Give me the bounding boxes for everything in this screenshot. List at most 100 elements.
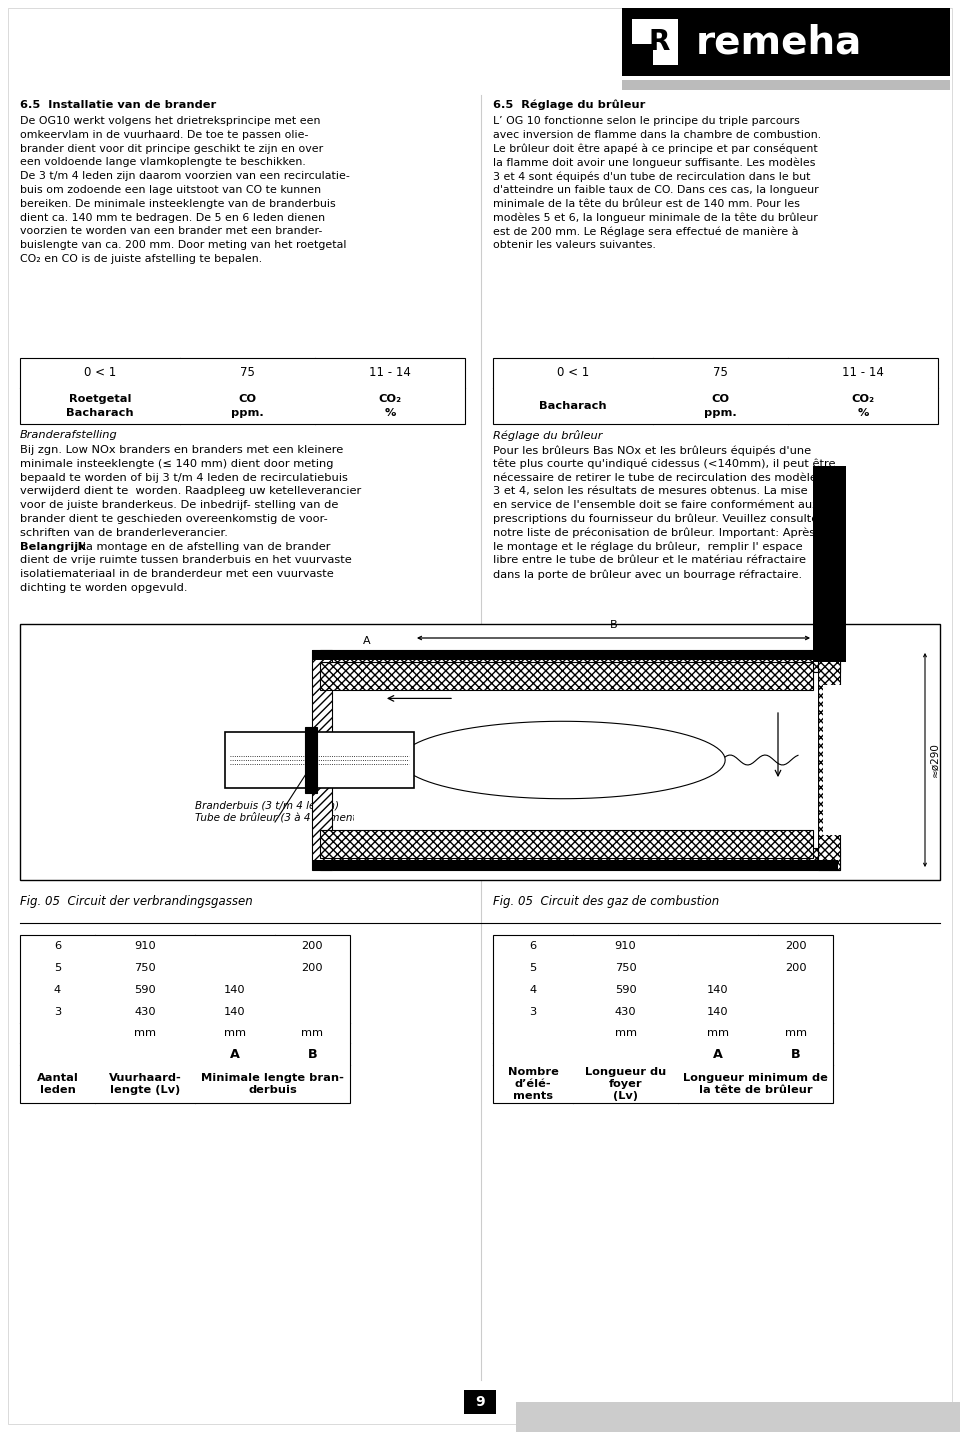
Text: omkeervlam in de vuurhaard. De toe te passen olie-: omkeervlam in de vuurhaard. De toe te pa… (20, 130, 308, 140)
Text: buislengte van ca. 200 mm. Door meting van het roetgetal: buislengte van ca. 200 mm. Door meting v… (20, 241, 347, 251)
Text: Belangrijk: Belangrijk (20, 541, 85, 551)
Text: 910: 910 (134, 941, 156, 951)
Text: mm: mm (784, 1028, 806, 1038)
Text: est de 200 mm. Le Réglage sera effectué de manière à: est de 200 mm. Le Réglage sera effectué … (493, 226, 799, 236)
Text: De OG10 werkt volgens het drietreksprincipe met een: De OG10 werkt volgens het drietreksprinc… (20, 116, 321, 126)
Bar (320, 662, 813, 690)
Bar (823, 684, 846, 835)
Text: Branderafstelling: Branderafstelling (20, 430, 118, 440)
Text: Le brûleur doit être apapé à ce principe et par conséquent: Le brûleur doit être apapé à ce principe… (493, 143, 818, 155)
Text: d'atteindre un faible taux de CO. Dans ces cas, la longueur: d'atteindre un faible taux de CO. Dans c… (493, 185, 819, 195)
Bar (516, 1402, 960, 1432)
Text: tête plus courte qu'indiqué cidessus (<140mm), il peut être: tête plus courte qu'indiqué cidessus (<1… (493, 458, 835, 470)
Text: prescriptions du fournisseur du brûleur. Veuillez consulter: prescriptions du fournisseur du brûleur.… (493, 514, 823, 524)
Text: 11 - 14: 11 - 14 (842, 367, 884, 379)
Text: Aantal
leden: Aantal leden (36, 1073, 79, 1095)
Text: Pour les brûleurs Bas NOx et les brûleurs équipés d'une: Pour les brûleurs Bas NOx et les brûleur… (493, 445, 811, 455)
Text: A: A (230, 1047, 240, 1061)
Bar (20, 935, 350, 1103)
Text: Longueur du
foyer
(Lv): Longueur du foyer (Lv) (585, 1067, 666, 1101)
Text: 95: 95 (361, 838, 374, 848)
Bar (312, 650, 838, 660)
Text: 140: 140 (225, 985, 246, 995)
Bar (320, 831, 813, 858)
Text: buis om zodoende een lage uitstoot van CO te kunnen: buis om zodoende een lage uitstoot van C… (20, 185, 322, 195)
Text: mm: mm (707, 1028, 729, 1038)
Text: nécessaire de retirer le tube de recirculation des modèles: nécessaire de retirer le tube de recircu… (493, 473, 823, 483)
Text: Vuurhaard-
lengte (Lv): Vuurhaard- lengte (Lv) (108, 1073, 181, 1095)
Text: 3 et 4, selon les résultats de mesures obtenus. La mise: 3 et 4, selon les résultats de mesures o… (493, 487, 807, 497)
Text: 590: 590 (134, 985, 156, 995)
Text: 9: 9 (475, 1395, 485, 1409)
Bar (305, 727, 317, 793)
Text: 200: 200 (301, 941, 324, 951)
Text: A: A (713, 1047, 723, 1061)
Text: avec inversion de flamme dans la chambre de combustion.: avec inversion de flamme dans la chambre… (493, 130, 821, 140)
Bar (320, 650, 840, 672)
Text: Bij zgn. Low NOx branders en branders met een kleinere: Bij zgn. Low NOx branders en branders me… (20, 445, 344, 455)
Text: CO₂
%: CO₂ % (378, 394, 401, 418)
Text: obtenir les valeurs suivantes.: obtenir les valeurs suivantes. (493, 241, 656, 251)
Bar (813, 465, 846, 662)
Text: 4: 4 (529, 985, 537, 995)
Bar (632, 44, 653, 64)
Text: mm: mm (301, 1028, 324, 1038)
Text: CO
ppm.: CO ppm. (704, 394, 737, 418)
Text: B: B (308, 1047, 318, 1061)
Text: Roetgetal
Bacharach: Roetgetal Bacharach (66, 394, 133, 418)
Text: 6.5  Réglage du brûleur: 6.5 Réglage du brûleur (493, 100, 645, 110)
Text: bepaald te worden of bij 3 t/m 4 leden de recirculatiebuis: bepaald te worden of bij 3 t/m 4 leden d… (20, 473, 348, 483)
Text: mm: mm (224, 1028, 246, 1038)
Text: libre entre le tube de brûleur et le matériau réfractaire: libre entre le tube de brûleur et le mat… (493, 556, 806, 566)
Bar (20, 358, 465, 424)
Text: ≈ø290: ≈ø290 (930, 743, 940, 778)
Text: Fig. 05  Circuit der verbrandingsgassen: Fig. 05 Circuit der verbrandingsgassen (20, 895, 252, 908)
Text: ø100: ø100 (248, 748, 258, 773)
Bar (464, 1390, 496, 1413)
Text: een voldoende lange vlamkoplengte te beschikken.: een voldoende lange vlamkoplengte te bes… (20, 158, 305, 168)
Text: R: R (649, 29, 670, 56)
Text: 75: 75 (713, 367, 728, 379)
Text: 910: 910 (614, 941, 636, 951)
Text: 0 < 1: 0 < 1 (557, 367, 589, 379)
Text: 140: 140 (708, 985, 729, 995)
Text: 6.5  Installatie van de brander: 6.5 Installatie van de brander (20, 100, 216, 110)
Text: 4: 4 (54, 985, 61, 995)
Text: dient de vrije ruimte tussen branderbuis en het vuurvaste: dient de vrije ruimte tussen branderbuis… (20, 556, 351, 566)
Text: mm: mm (614, 1028, 636, 1038)
Text: voorzien te worden van een brander met een brander-: voorzien te worden van een brander met e… (20, 226, 323, 236)
Text: CO
ppm.: CO ppm. (231, 394, 264, 418)
Text: minimale de la tête du brûleur est de 140 mm. Pour les: minimale de la tête du brûleur est de 14… (493, 199, 800, 209)
Text: Minimale lengte bran-
derbuis: Minimale lengte bran- derbuis (201, 1073, 344, 1095)
Text: notre liste de préconisation de brûleur. Important: Après: notre liste de préconisation de brûleur.… (493, 528, 815, 538)
Text: 6: 6 (54, 941, 61, 951)
Text: A: A (363, 636, 371, 646)
Text: 200: 200 (301, 962, 324, 972)
Text: L’ OG 10 fonctionne selon le principe du triple parcours: L’ OG 10 fonctionne selon le principe du… (493, 116, 800, 126)
Text: en service de l'ensemble doit se faire conformément aux: en service de l'ensemble doit se faire c… (493, 500, 819, 510)
Text: 75: 75 (240, 367, 255, 379)
Text: brander dient te geschieden overeenkomstig de voor-: brander dient te geschieden overeenkomst… (20, 514, 327, 524)
Text: mm: mm (134, 1028, 156, 1038)
Text: 140: 140 (708, 1007, 729, 1017)
Text: 3: 3 (529, 1007, 537, 1017)
Text: la flamme doit avoir une longueur suffisante. Les modèles: la flamme doit avoir une longueur suffis… (493, 158, 815, 168)
Text: 6: 6 (529, 941, 537, 951)
Text: modèles 5 et 6, la longueur minimale de la tête du brûleur: modèles 5 et 6, la longueur minimale de … (493, 212, 818, 223)
Text: 200: 200 (784, 962, 806, 972)
Text: voor de juiste branderkeus. De inbedrijf- stelling van de: voor de juiste branderkeus. De inbedrijf… (20, 500, 338, 510)
Bar (622, 9, 950, 76)
Text: Longueur minimum de
la tête de brûleur: Longueur minimum de la tête de brûleur (684, 1073, 828, 1095)
Text: Lv: Lv (610, 842, 623, 852)
Text: dans la porte de brûleur avec un bourrage réfractaire.: dans la porte de brûleur avec un bourrag… (493, 569, 803, 580)
Text: brander dient voor dit principe geschikt te zijn en over: brander dient voor dit principe geschikt… (20, 143, 324, 153)
Text: 3: 3 (54, 1007, 61, 1017)
Text: B: B (791, 1047, 801, 1061)
Text: remeha: remeha (696, 23, 862, 62)
Text: 750: 750 (134, 962, 156, 972)
Text: 0 < 1: 0 < 1 (84, 367, 116, 379)
Text: verwijderd dient te  worden. Raadpleeg uw ketelleverancier: verwijderd dient te worden. Raadpleeg uw… (20, 487, 361, 497)
Bar (622, 80, 950, 90)
Text: CO₂
%: CO₂ % (852, 394, 875, 418)
Bar (632, 19, 678, 64)
